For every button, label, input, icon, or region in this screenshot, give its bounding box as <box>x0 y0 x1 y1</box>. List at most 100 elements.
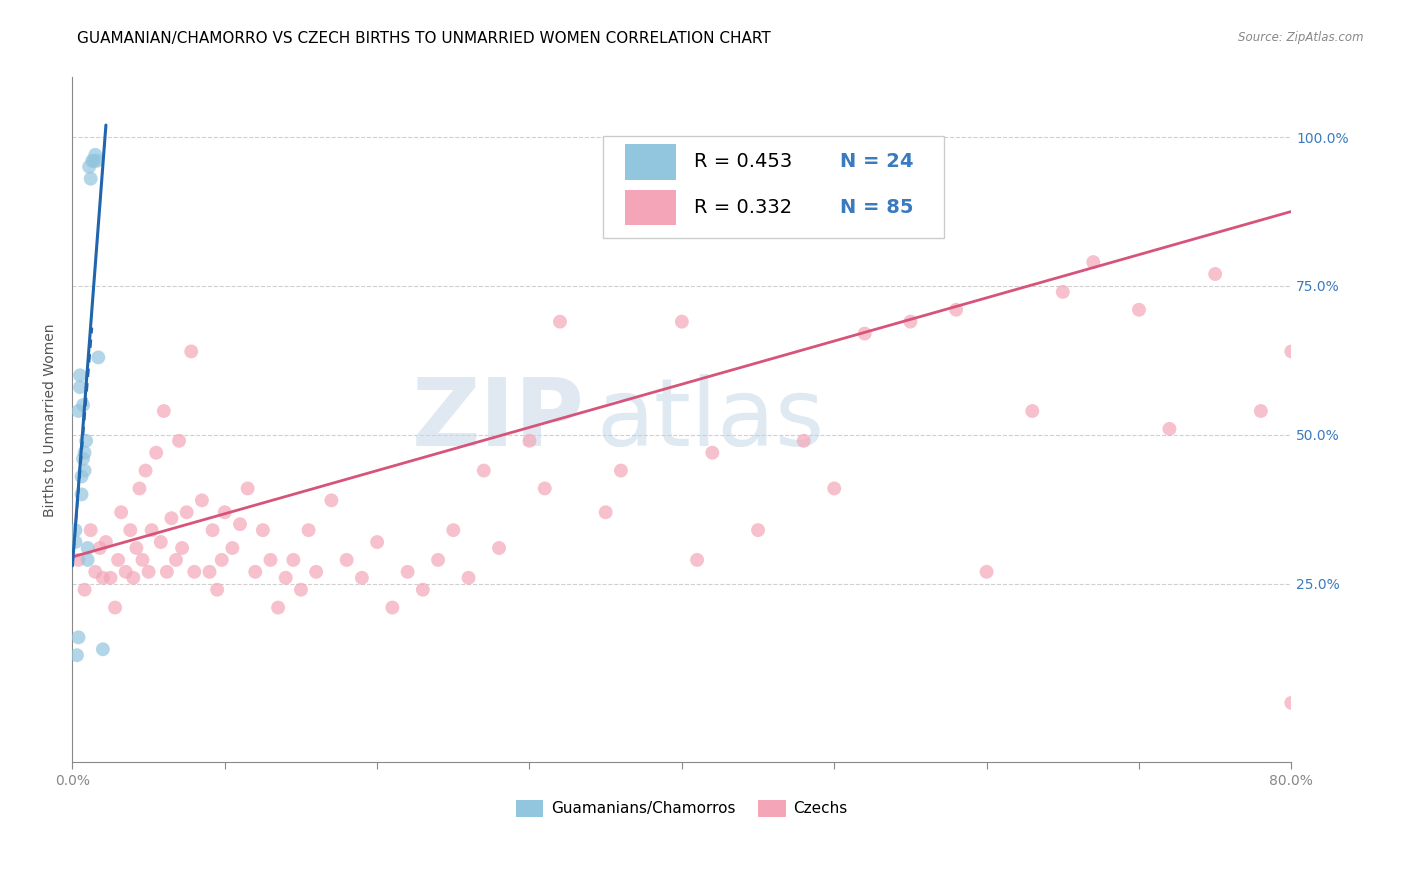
Point <box>1083 255 1105 269</box>
Point <box>172 541 194 555</box>
Point <box>427 553 450 567</box>
Point <box>145 446 167 460</box>
Text: atlas: atlas <box>596 374 825 466</box>
Text: GUAMANIAN/CHAMORRO VS CZECH BIRTHS TO UNMARRIED WOMEN CORRELATION CHART: GUAMANIAN/CHAMORRO VS CZECH BIRTHS TO UN… <box>77 31 770 46</box>
Point <box>1021 404 1043 418</box>
Point <box>686 553 709 567</box>
Point <box>747 523 769 537</box>
Point <box>252 523 274 537</box>
Point <box>793 434 815 448</box>
Point <box>67 404 90 418</box>
Point <box>180 344 202 359</box>
Point <box>1279 696 1302 710</box>
Point <box>245 565 267 579</box>
Point <box>366 535 388 549</box>
Point <box>94 535 117 549</box>
Text: ZIP: ZIP <box>412 374 585 466</box>
Point <box>900 315 922 329</box>
Point <box>236 482 259 496</box>
Point <box>165 553 187 567</box>
Point <box>671 315 693 329</box>
Point <box>107 553 129 567</box>
Point <box>297 523 319 537</box>
Point <box>1204 267 1226 281</box>
Point <box>91 571 114 585</box>
Point <box>533 482 555 496</box>
Text: R = 0.332: R = 0.332 <box>695 198 811 217</box>
Point <box>274 571 297 585</box>
Point <box>472 464 495 478</box>
Text: N = 24: N = 24 <box>841 153 914 171</box>
Point <box>69 368 91 383</box>
Point <box>141 523 163 537</box>
Point <box>336 553 359 567</box>
Point <box>457 571 479 585</box>
Point <box>945 302 967 317</box>
Point <box>122 571 145 585</box>
Point <box>149 535 172 549</box>
Point <box>110 505 132 519</box>
Point <box>135 464 157 478</box>
Point <box>65 523 87 537</box>
Point <box>976 565 998 579</box>
Point <box>610 464 633 478</box>
Point <box>77 160 100 174</box>
Point <box>191 493 214 508</box>
Point <box>87 351 110 365</box>
Point <box>86 153 108 168</box>
Point <box>84 148 107 162</box>
Point <box>211 553 233 567</box>
Point <box>73 582 96 597</box>
Point <box>75 434 97 448</box>
Point <box>156 565 179 579</box>
Point <box>1052 285 1074 299</box>
Y-axis label: Births to Unmarried Women: Births to Unmarried Women <box>44 323 58 516</box>
Point <box>267 600 290 615</box>
Point <box>321 493 343 508</box>
Point <box>72 398 94 412</box>
Point <box>67 631 90 645</box>
Point <box>73 446 96 460</box>
Point <box>214 505 236 519</box>
Text: Source: ZipAtlas.com: Source: ZipAtlas.com <box>1239 31 1364 45</box>
Point <box>305 565 328 579</box>
Point <box>79 523 101 537</box>
Point <box>104 600 127 615</box>
Legend: Guamanians/Chamorros, Czechs: Guamanians/Chamorros, Czechs <box>510 793 853 823</box>
Point <box>67 553 90 567</box>
Point <box>84 565 107 579</box>
Point <box>73 464 96 478</box>
Point <box>702 446 724 460</box>
Point <box>412 582 434 597</box>
Point <box>167 434 190 448</box>
Point <box>83 153 105 168</box>
Point <box>396 565 419 579</box>
Point <box>221 541 243 555</box>
Point <box>69 380 91 394</box>
Point <box>76 541 98 555</box>
Point <box>114 565 136 579</box>
Text: N = 85: N = 85 <box>841 198 914 217</box>
FancyBboxPatch shape <box>624 144 676 179</box>
Point <box>290 582 312 597</box>
Point <box>153 404 176 418</box>
Point <box>1128 302 1150 317</box>
Point <box>66 648 89 663</box>
FancyBboxPatch shape <box>624 190 676 226</box>
Point <box>548 315 571 329</box>
Point <box>1250 404 1272 418</box>
Point <box>138 565 160 579</box>
Point <box>853 326 876 341</box>
Point <box>89 541 111 555</box>
Point <box>131 553 153 567</box>
Point <box>100 571 122 585</box>
Point <box>350 571 373 585</box>
Point <box>91 642 114 657</box>
Point <box>128 482 150 496</box>
Point <box>283 553 305 567</box>
Point <box>70 487 93 501</box>
Point <box>1279 344 1302 359</box>
Point <box>488 541 510 555</box>
Point <box>76 553 98 567</box>
Point <box>125 541 148 555</box>
